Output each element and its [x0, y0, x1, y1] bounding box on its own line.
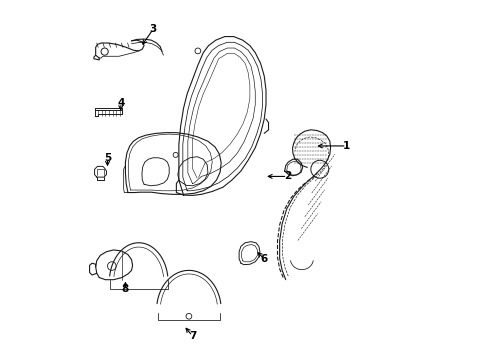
Text: 2: 2 [284, 171, 290, 181]
Text: 1: 1 [343, 141, 349, 151]
Text: 8: 8 [122, 284, 129, 294]
Text: 4: 4 [117, 98, 124, 108]
Text: 6: 6 [260, 254, 267, 264]
Text: 5: 5 [103, 153, 111, 163]
Text: 3: 3 [149, 24, 156, 35]
Text: 7: 7 [188, 331, 196, 341]
